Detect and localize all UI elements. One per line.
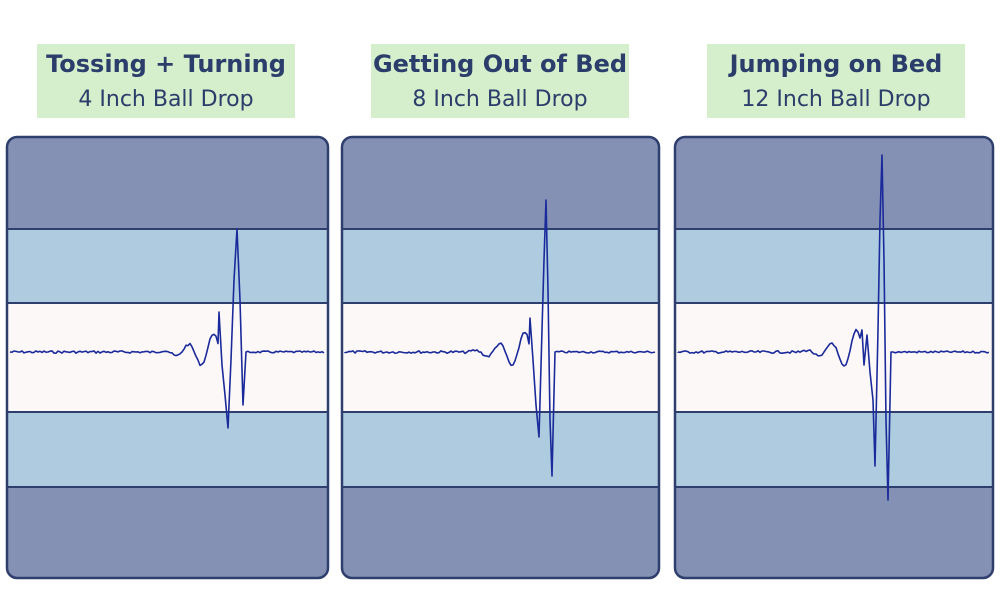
panel-subtitle: 4 Inch Ball Drop (78, 87, 253, 112)
band (7, 303, 328, 412)
waveform (344, 199, 656, 477)
band (675, 487, 993, 578)
panel-title: Tossing + Turning (46, 50, 286, 78)
band (342, 137, 659, 229)
band (675, 229, 993, 303)
waveform (677, 154, 990, 501)
band (7, 137, 328, 229)
panel-border (673, 135, 995, 580)
label-box (707, 44, 965, 118)
band (675, 137, 993, 229)
label-box (371, 44, 629, 118)
band (7, 487, 328, 578)
band (7, 229, 328, 303)
band (342, 412, 659, 487)
panel (675, 137, 993, 578)
band (7, 412, 328, 487)
band (675, 412, 993, 487)
panel (342, 137, 659, 578)
band (342, 303, 659, 412)
band (342, 229, 659, 303)
panel-title: Jumping on Bed (728, 50, 943, 78)
panel-subtitle: 8 Inch Ball Drop (412, 87, 587, 112)
panel-title: Getting Out of Bed (373, 50, 627, 78)
label-box (37, 44, 295, 118)
band (675, 303, 993, 412)
panel-border (5, 135, 330, 580)
panel-subtitle: 12 Inch Ball Drop (741, 87, 930, 112)
panel (7, 137, 328, 578)
waveform (9, 228, 325, 429)
panel-border (340, 135, 661, 580)
band (342, 487, 659, 578)
